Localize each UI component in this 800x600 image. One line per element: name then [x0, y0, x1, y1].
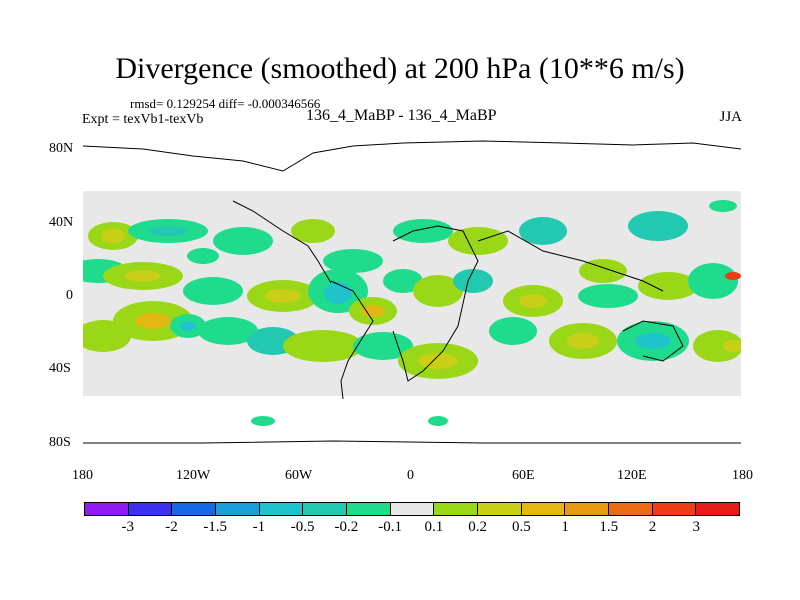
lon-label-60E: 60E [512, 468, 535, 483]
colorbar-swatch [696, 503, 740, 515]
colorbar-swatch [565, 503, 610, 515]
colorbar-label: -2 [165, 519, 178, 535]
lon-label-120W: 120W [176, 468, 211, 483]
lat-label-80S: 80S [49, 435, 71, 450]
lon-label-180-e: 180 [732, 468, 753, 483]
colorbar-swatch [652, 503, 697, 515]
colorbar-swatch [521, 503, 566, 515]
colorbar-swatch [259, 503, 304, 515]
colorbar [84, 502, 740, 516]
colorbar-swatch [347, 503, 391, 515]
colorbar-label: -1 [252, 519, 266, 535]
colorbar-swatch [128, 503, 173, 515]
colorbar-label: 2 [648, 519, 657, 535]
lat-label-40S: 40S [49, 361, 71, 376]
colorbar-swatch [390, 503, 435, 515]
colorbar-label: 1 [561, 519, 569, 535]
lon-label-180-w: 180 [72, 468, 93, 483]
coastlines [83, 140, 741, 444]
lon-label-0: 0 [407, 468, 414, 483]
stats-line: rmsd= 0.129254 diff= -0.000346566 [130, 96, 321, 111]
lat-label-0: 0 [66, 288, 73, 303]
lat-label-80N: 80N [49, 141, 74, 156]
colorbar-label: 0.2 [468, 519, 487, 535]
colorbar-swatch [478, 503, 522, 515]
colorbar-swatch [609, 503, 653, 515]
colorbar-label: -0.5 [290, 519, 315, 535]
colorbar-swatch [434, 503, 479, 515]
colorbar-label: 1.5 [599, 519, 619, 535]
divergence-map [83, 131, 741, 462]
colorbar-label: -3 [121, 519, 134, 535]
experiment-label: Expt = texVb1-texVb [82, 112, 204, 127]
lon-label-120E: 120E [617, 468, 647, 483]
colorbar-swatch [172, 503, 217, 515]
lon-label-60W: 60W [285, 468, 313, 483]
colorbar-label: -0.2 [334, 519, 359, 535]
colorbar-label: 0.5 [511, 519, 531, 535]
colorbar-swatch [216, 503, 260, 515]
colorbar-label: -1.5 [203, 519, 228, 535]
south-polar-region [83, 396, 741, 462]
colorbar-label: 0.1 [424, 519, 444, 535]
north-polar-region [83, 131, 741, 191]
colorbar-label: -0.1 [378, 519, 402, 535]
plot-title: Divergence (smoothed) at 200 hPa (10**6 … [115, 52, 685, 85]
colorbar-label: 3 [692, 519, 701, 535]
season-label: JJA [719, 109, 742, 125]
lat-label-40N: 40N [49, 215, 74, 230]
colorbar-swatch [85, 503, 129, 515]
runs-label: 136_4_MaBP - 136_4_MaBP [306, 107, 497, 124]
colorbar-swatch [303, 503, 348, 515]
